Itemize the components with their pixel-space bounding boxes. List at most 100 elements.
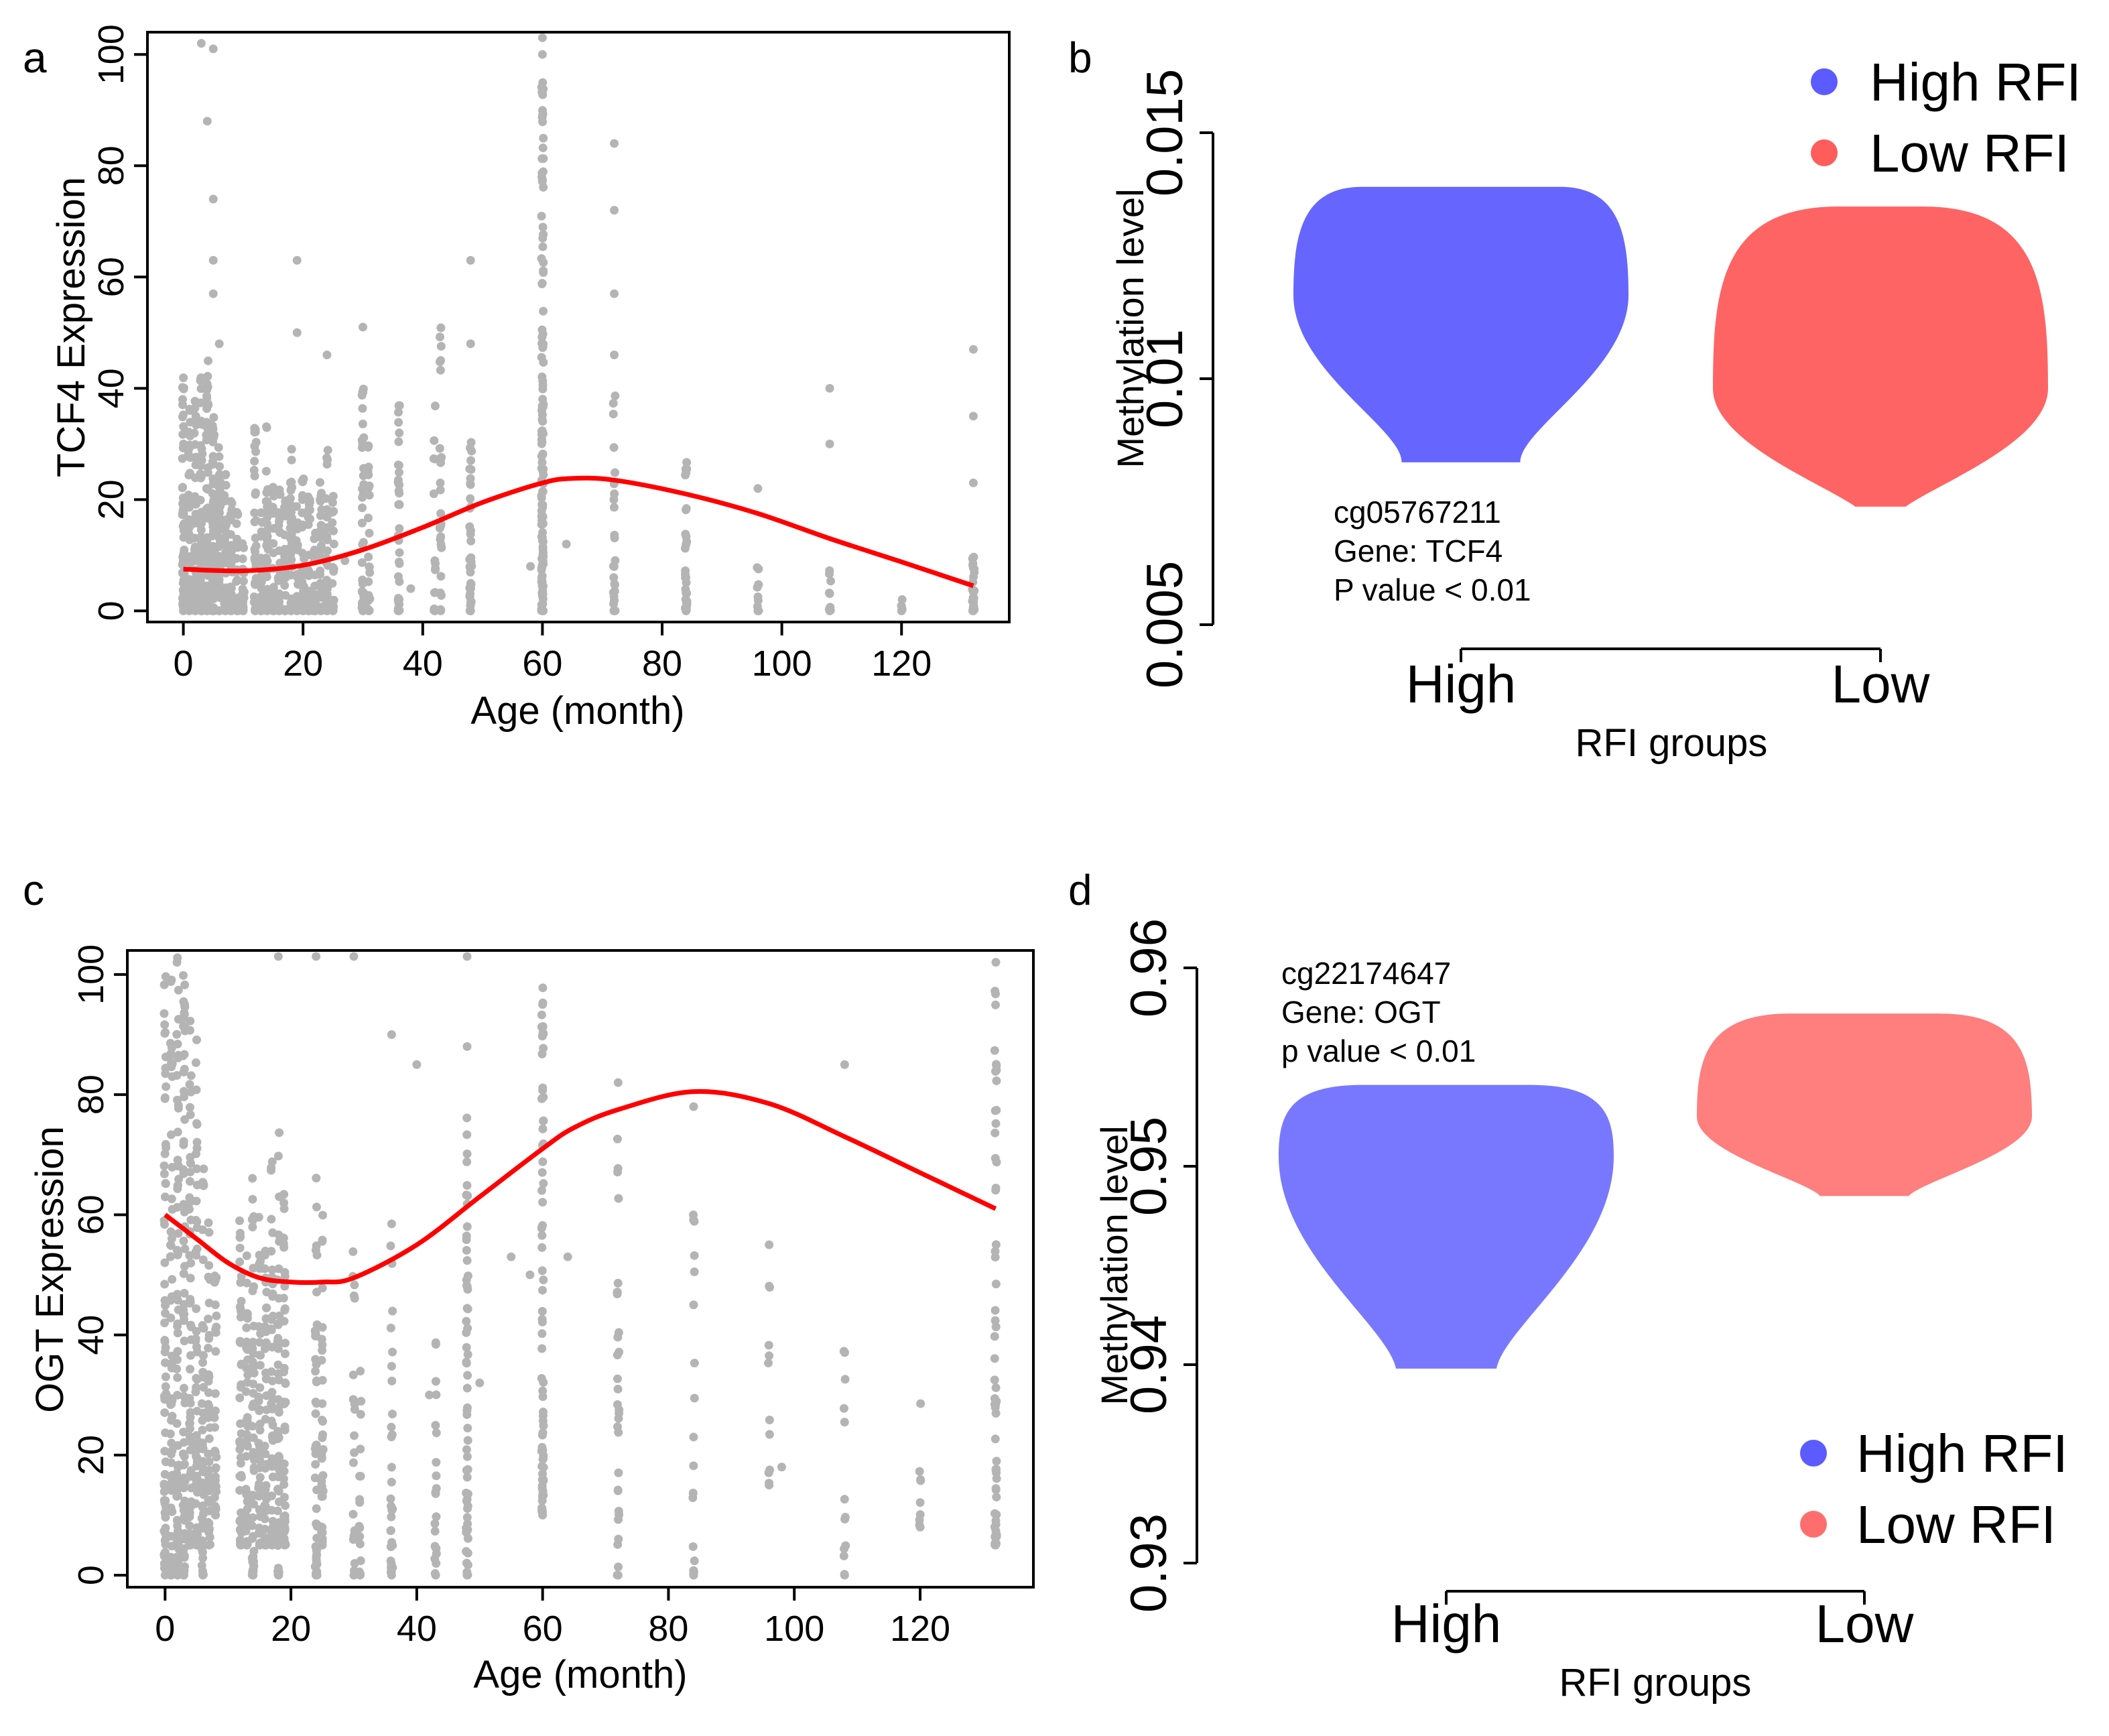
scatter-point (196, 398, 205, 408)
scatter-point (242, 1323, 251, 1332)
scatter-point (539, 230, 548, 239)
scatter-point (173, 1184, 182, 1194)
scatter-point (204, 1457, 214, 1467)
scatter-point (991, 1119, 1001, 1128)
scatter-point (437, 543, 446, 552)
scatter-point (273, 952, 283, 961)
scatter-point (394, 418, 403, 427)
scatter-point (235, 1216, 245, 1225)
scatter-point (537, 1022, 546, 1032)
scatter-point (192, 1471, 201, 1481)
scatter-point (254, 1322, 263, 1331)
scatter-point (688, 1493, 698, 1503)
scatter-point (563, 1252, 572, 1261)
scatter-point (161, 1179, 170, 1188)
scatter-point (387, 1219, 396, 1229)
y-tick-label: 0.015 (1137, 69, 1194, 196)
scatter-point (168, 1275, 177, 1284)
scatter-point (839, 1404, 848, 1413)
scatter-point (537, 1317, 547, 1326)
scatter-point (430, 1554, 440, 1564)
scatter-point (462, 1496, 471, 1505)
scatter-point (237, 1296, 246, 1306)
scatter-point (267, 1215, 276, 1224)
y-tick-label: 0 (71, 1565, 111, 1585)
scatter-point (537, 458, 547, 467)
scatter-point (463, 1436, 472, 1445)
scatter-point (387, 1030, 396, 1039)
scatter-point (562, 540, 571, 549)
scatter-point (614, 1328, 623, 1337)
scatter-point (226, 530, 235, 539)
scatter-point (238, 554, 247, 564)
scatter-point (990, 1539, 1000, 1548)
scatter-point (310, 606, 319, 615)
scatter-point (466, 438, 476, 447)
scatter-point (198, 1358, 208, 1367)
scatter-point (388, 1541, 397, 1550)
scatter-point (609, 606, 619, 615)
scatter-point (840, 1060, 849, 1069)
scatter-point (990, 1306, 1000, 1315)
scatter-point (318, 1237, 327, 1246)
panel-d-y-ticks: 0.93 0.94 0.95 0.96 (1121, 918, 1197, 1613)
scatter-point (161, 1069, 170, 1078)
scatter-point (275, 1452, 284, 1462)
scatter-point (267, 1376, 277, 1385)
scatter-point (394, 437, 403, 446)
scatter-point (241, 1526, 251, 1536)
scatter-point (348, 1509, 358, 1519)
scatter-point (186, 1258, 196, 1267)
scatter-point (328, 518, 337, 528)
scatter-point (204, 1449, 213, 1459)
scatter-point (251, 447, 261, 456)
scatter-point (242, 1490, 251, 1499)
scatter-point (292, 255, 302, 265)
scatter-point (248, 1422, 257, 1431)
scatter-point (328, 498, 337, 507)
scatter-point (312, 1440, 321, 1450)
scatter-point (537, 1186, 546, 1195)
scatter-point (526, 562, 535, 571)
scatter-point (198, 1425, 207, 1434)
scatter-point (318, 1346, 327, 1355)
scatter-point (753, 484, 763, 493)
scatter-point (232, 519, 241, 528)
scatter-point (613, 1288, 622, 1297)
scatter-point (167, 1458, 176, 1467)
scatter-point (991, 989, 1001, 999)
scatter-point (185, 1419, 194, 1428)
scatter-point (248, 1194, 257, 1204)
scatter-point (267, 1404, 277, 1414)
scatter-point (991, 1520, 1001, 1530)
scatter-point (615, 1347, 624, 1357)
scatter-point (614, 1194, 623, 1203)
scatter-point (357, 1396, 366, 1406)
scatter-point (172, 1202, 182, 1212)
scatter-point (613, 1374, 622, 1383)
scatter-point (304, 513, 313, 522)
scatter-point (192, 1196, 201, 1206)
scatter-point (356, 1410, 365, 1419)
scatter-point (280, 580, 290, 590)
scatter-point (355, 1540, 365, 1549)
scatter-point (280, 1349, 290, 1359)
scatter-point (196, 39, 206, 48)
scatter-point (682, 532, 691, 542)
panel-c-points (159, 952, 1001, 1580)
scatter-point (180, 1050, 189, 1059)
scatter-point (990, 1066, 1000, 1076)
scatter-point (173, 1322, 182, 1331)
scatter-point (242, 1452, 251, 1461)
scatter-point (255, 1361, 265, 1370)
panel-d-legend-high-marker (1800, 1440, 1827, 1467)
scatter-point (689, 1102, 698, 1111)
scatter-point (681, 584, 690, 594)
scatter-point (613, 1384, 623, 1393)
scatter-point (430, 436, 439, 445)
scatter-point (198, 1255, 208, 1265)
scatter-point (196, 520, 205, 530)
scatter-point (897, 595, 907, 605)
scatter-point (197, 444, 206, 453)
scatter-point (197, 1399, 206, 1408)
